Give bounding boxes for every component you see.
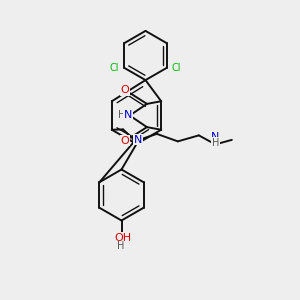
Text: Cl: Cl xyxy=(110,63,119,73)
Text: Cl: Cl xyxy=(172,63,181,73)
Text: O: O xyxy=(121,85,129,95)
Text: H: H xyxy=(117,241,124,251)
Text: O: O xyxy=(121,136,129,146)
Text: H: H xyxy=(212,138,219,148)
Text: N: N xyxy=(134,135,142,145)
Text: N: N xyxy=(211,132,220,142)
Text: OH: OH xyxy=(114,232,132,243)
Text: H: H xyxy=(118,110,125,121)
Text: N: N xyxy=(124,110,132,121)
